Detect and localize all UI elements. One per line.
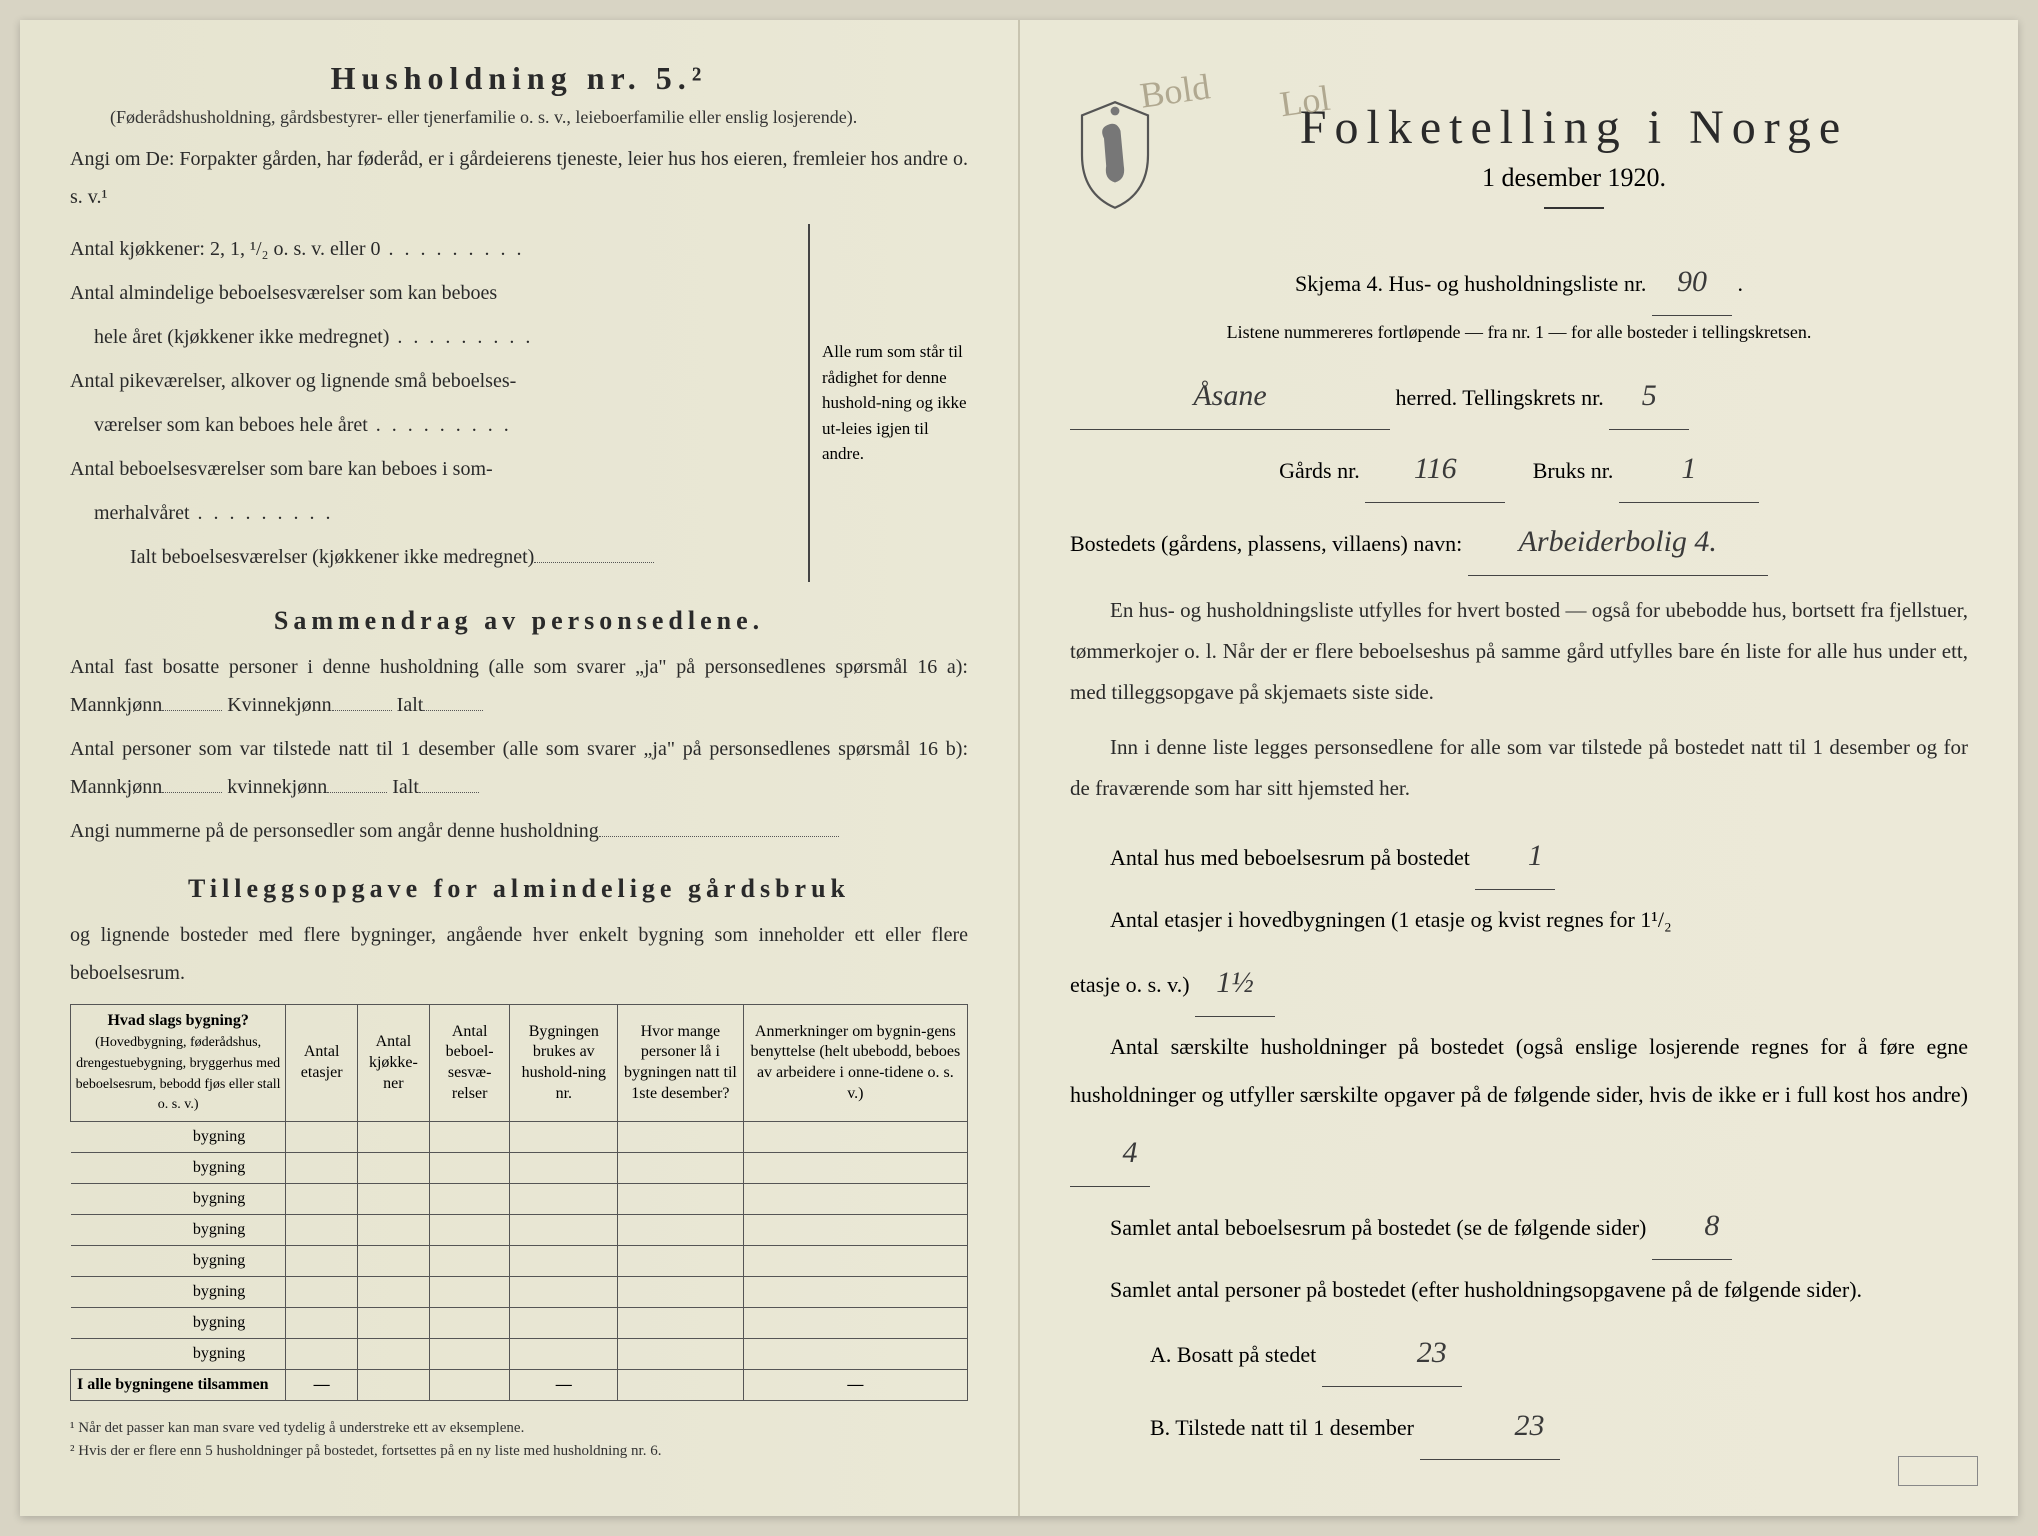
gard-value: 116 xyxy=(1365,436,1505,503)
th-remarks: Anmerkninger om bygnin-gens benyttelse (… xyxy=(743,1005,967,1122)
th-household-nr: Bygningen brukes av hushold-ning nr. xyxy=(510,1005,618,1122)
th-kitchens: Antal kjøkke-ner xyxy=(358,1005,430,1122)
th-persons: Hvor mange personer lå i bygningen natt … xyxy=(618,1005,744,1122)
summary-heading: Sammendrag av personsedlene. xyxy=(70,606,968,636)
q2b-line: etasje o. s. v.) 1½ xyxy=(1070,950,1968,1017)
instruction-para-1: En hus- og husholdningsliste utfylles fo… xyxy=(1070,590,1968,713)
qB-line: B. Tilstede natt til 1 desember 23 xyxy=(1070,1393,1968,1460)
census-document: Husholdning nr. 5.² (Føderådshusholdning… xyxy=(20,20,2018,1516)
gard-line: Gårds nr. 116 Bruks nr. 1 xyxy=(1070,436,1968,503)
rooms-l5: Ialt beboelsesværelser (kjøkkener ikke m… xyxy=(70,538,800,576)
farm-table: Hvad slags bygning? (Hovedbygning, føder… xyxy=(70,1004,968,1401)
q2-line: Antal etasjer i hovedbygningen (1 etasje… xyxy=(1070,896,1968,944)
th-floors: Antal etasjer xyxy=(286,1005,358,1122)
table-row: bygning xyxy=(71,1339,968,1370)
q4-value: 8 xyxy=(1652,1193,1732,1260)
table-row: bygning xyxy=(71,1277,968,1308)
left-page: Husholdning nr. 5.² (Føderådshusholdning… xyxy=(20,20,1020,1516)
qA-value: 23 xyxy=(1322,1320,1462,1387)
th-building-type: Hvad slags bygning? (Hovedbygning, føder… xyxy=(71,1005,286,1122)
summary-line-1: Antal fast bosatte personer i denne hush… xyxy=(70,648,968,724)
q1-value: 1 xyxy=(1475,823,1555,890)
coat-of-arms-icon xyxy=(1070,100,1160,210)
rooms-block: Antal kjøkkener: 2, 1, ¹/₂ o. s. v. elle… xyxy=(70,224,968,582)
footnotes: ¹ Når det passer kan man svare ved tydel… xyxy=(70,1417,968,1462)
instruction-para-2: Inn i denne liste legges personsedlene f… xyxy=(1070,727,1968,809)
rooms-sidebar: Alle rum som står til rådighet for denne… xyxy=(808,224,968,582)
intro-text: Angi om De: Forpakter gården, har føderå… xyxy=(70,140,968,216)
printer-stamp xyxy=(1898,1456,1978,1486)
tillegg-heading: Tilleggsopgave for almindelige gårdsbruk xyxy=(70,874,968,904)
q4-line: Samlet antal beboelsesrum på bostedet (s… xyxy=(1070,1193,1968,1260)
list-number-value: 90 xyxy=(1652,249,1732,316)
summary-line-3: Angi nummerne på de personsedler som ang… xyxy=(70,812,968,850)
table-row: bygning xyxy=(71,1215,968,1246)
q1-line: Antal hus med beboelsesrum på bostedet 1 xyxy=(1070,823,1968,890)
rooms-l2b: hele året (kjøkkener ikke medregnet) xyxy=(70,318,800,356)
rooms-l4b: merhalvåret xyxy=(70,494,800,532)
q2-value: 1½ xyxy=(1195,950,1275,1017)
rooms-l3a: Antal pikeværelser, alkover og lignende … xyxy=(70,362,800,400)
bosted-value: Arbeiderbolig 4. xyxy=(1468,509,1768,576)
rooms-l1: Antal kjøkkener: 2, 1, ¹/₂ o. s. v. elle… xyxy=(70,230,800,268)
footnote-2: ² Hvis der er flere enn 5 husholdninger … xyxy=(70,1440,968,1463)
list-note: Listene nummereres fortløpende — fra nr.… xyxy=(1070,322,1968,343)
summary-line-2: Antal personer som var tilstede natt til… xyxy=(70,730,968,806)
household-heading: Husholdning nr. 5.² xyxy=(70,60,968,97)
census-date: 1 desember 1920. xyxy=(1180,163,1968,193)
table-row: bygning xyxy=(71,1153,968,1184)
herred-value: Åsane xyxy=(1070,363,1390,430)
right-page: Bold Lol Folketelling i Norge 1 desember… xyxy=(1020,20,2018,1516)
q5-line: Samlet antal personer på bostedet (efter… xyxy=(1070,1266,1968,1314)
rooms-l3b: værelser som kan beboes hele året xyxy=(70,406,800,444)
tillegg-sub: og lignende bosteder med flere bygninger… xyxy=(70,916,968,992)
qB-value: 23 xyxy=(1420,1393,1560,1460)
bosted-line: Bostedets (gårdens, plassens, villaens) … xyxy=(1070,509,1968,576)
footnote-1: ¹ Når det passer kan man svare ved tydel… xyxy=(70,1417,968,1440)
bruk-value: 1 xyxy=(1619,436,1759,503)
q3-value: 4 xyxy=(1070,1120,1150,1187)
q3-line: Antal særskilte husholdninger på bostede… xyxy=(1070,1023,1968,1187)
schema-line: Skjema 4. Hus- og husholdningsliste nr. … xyxy=(1070,249,1968,316)
table-row: bygning xyxy=(71,1184,968,1215)
krets-value: 5 xyxy=(1609,363,1689,430)
rooms-l2a: Antal almindelige beboelsesværelser som … xyxy=(70,274,800,312)
household-subtitle: (Føderådshusholdning, gårdsbestyrer- ell… xyxy=(110,105,928,130)
table-row: bygning xyxy=(71,1308,968,1339)
qA-line: A. Bosatt på stedet 23 xyxy=(1070,1320,1968,1387)
herred-line: Åsane herred. Tellingskrets nr. 5 xyxy=(1070,363,1968,430)
pencil-note-2: Lol xyxy=(1277,77,1332,126)
rooms-l4a: Antal beboelsesværelser som bare kan beb… xyxy=(70,450,800,488)
table-total-row: I alle bygningene tilsammen——— xyxy=(71,1370,968,1401)
th-rooms: Antal beboel-sesvæ-relser xyxy=(429,1005,510,1122)
table-row: bygning xyxy=(71,1246,968,1277)
table-row: bygning xyxy=(71,1122,968,1153)
